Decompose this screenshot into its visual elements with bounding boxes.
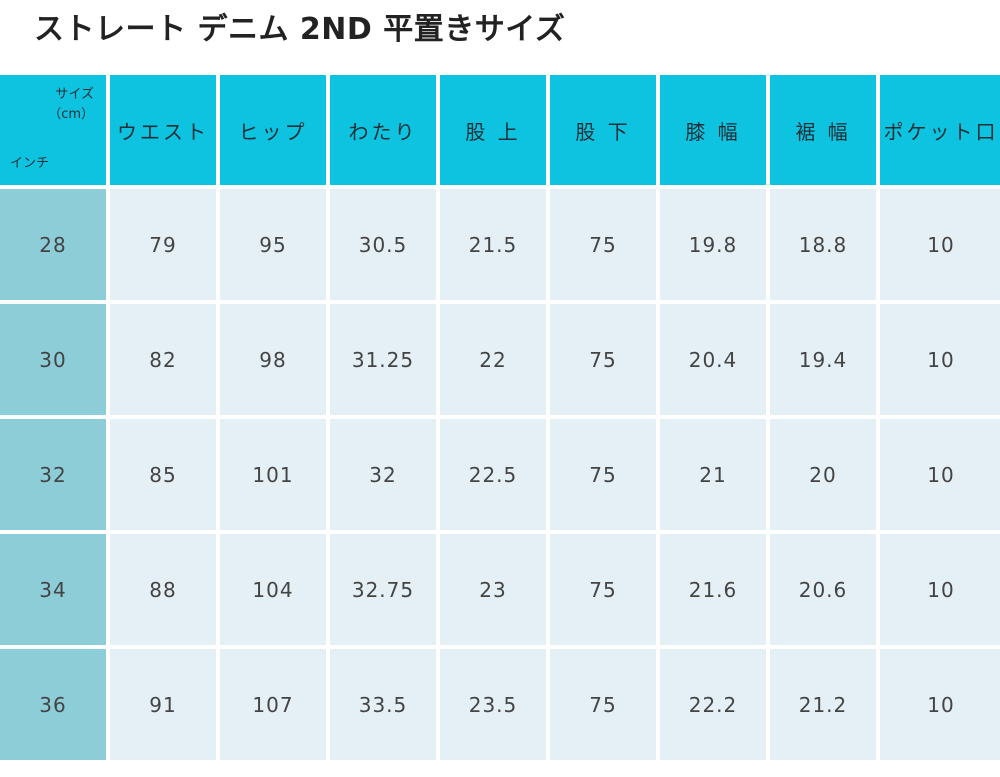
table-cell: 21.5 (440, 189, 546, 300)
column-header-knee-width: 膝 幅 (660, 75, 766, 185)
table-cell: 10 (880, 649, 1000, 760)
column-header-hem-width: 裾 幅 (770, 75, 876, 185)
table-cell: 91 (110, 649, 216, 760)
table-row: 34 88 104 32.75 23 75 21.6 20.6 10 (0, 534, 1000, 645)
table-cell: 32 (330, 419, 436, 530)
table-cell: 30.5 (330, 189, 436, 300)
column-header-waist: ウエスト (110, 75, 216, 185)
table-cell: 98 (220, 304, 326, 415)
column-header-pocket-opening: ポケット口 (880, 75, 1000, 185)
table-cell: 88 (110, 534, 216, 645)
table-header: サイズ （cm） インチ ウエスト ヒップ わたり 股 上 股 下 膝 幅 裾 … (0, 75, 1000, 185)
table-cell: 23 (440, 534, 546, 645)
table-cell: 22.5 (440, 419, 546, 530)
table-row: 36 91 107 33.5 23.5 75 22.2 21.2 10 (0, 649, 1000, 760)
table-row: 32 85 101 32 22.5 75 21 20 10 (0, 419, 1000, 530)
table-cell: 79 (110, 189, 216, 300)
size-table: サイズ （cm） インチ ウエスト ヒップ わたり 股 上 股 下 膝 幅 裾 … (0, 71, 1000, 764)
table-cell: 10 (880, 189, 1000, 300)
table-cell: 33.5 (330, 649, 436, 760)
inch-cell: 28 (0, 189, 106, 300)
column-header-thigh: わたり (330, 75, 436, 185)
inch-cell: 32 (0, 419, 106, 530)
column-header-inseam: 股 下 (550, 75, 656, 185)
table-cell: 21.2 (770, 649, 876, 760)
table-cell: 19.4 (770, 304, 876, 415)
table-row: 30 82 98 31.25 22 75 20.4 19.4 10 (0, 304, 1000, 415)
table-cell: 22 (440, 304, 546, 415)
table-cell: 95 (220, 189, 326, 300)
table-cell: 75 (550, 419, 656, 530)
table-cell: 107 (220, 649, 326, 760)
table-cell: 82 (110, 304, 216, 415)
table-cell: 85 (110, 419, 216, 530)
page-title: ストレート デニム 2ND 平置きサイズ (34, 12, 566, 47)
table-cell: 19.8 (660, 189, 766, 300)
table-cell: 75 (550, 304, 656, 415)
table-cell: 75 (550, 534, 656, 645)
column-header-hip: ヒップ (220, 75, 326, 185)
table-cell: 21 (660, 419, 766, 530)
table-row: 28 79 95 30.5 21.5 75 19.8 18.8 10 (0, 189, 1000, 300)
table-cell: 75 (550, 189, 656, 300)
inch-cell: 36 (0, 649, 106, 760)
corner-size-label: サイズ （cm） (48, 85, 94, 125)
corner-unit-text: （cm） (48, 107, 94, 122)
table-cell: 31.25 (330, 304, 436, 415)
table-cell: 20.6 (770, 534, 876, 645)
table-cell: 101 (220, 419, 326, 530)
table-cell: 20 (770, 419, 876, 530)
table-cell: 21.6 (660, 534, 766, 645)
table-cell: 75 (550, 649, 656, 760)
table-cell: 20.4 (660, 304, 766, 415)
inch-cell: 34 (0, 534, 106, 645)
table-cell: 32.75 (330, 534, 436, 645)
table-cell: 18.8 (770, 189, 876, 300)
table-cell: 22.2 (660, 649, 766, 760)
header-row: サイズ （cm） インチ ウエスト ヒップ わたり 股 上 股 下 膝 幅 裾 … (0, 75, 1000, 185)
inch-cell: 30 (0, 304, 106, 415)
corner-size-text: サイズ (55, 87, 94, 102)
table-cell: 10 (880, 534, 1000, 645)
corner-inch-label: インチ (10, 156, 50, 171)
corner-cell: サイズ （cm） インチ (0, 75, 106, 185)
table-cell: 10 (880, 304, 1000, 415)
table-cell: 23.5 (440, 649, 546, 760)
table-cell: 10 (880, 419, 1000, 530)
table-cell: 104 (220, 534, 326, 645)
table-body: 28 79 95 30.5 21.5 75 19.8 18.8 10 30 82… (0, 189, 1000, 760)
column-header-rise: 股 上 (440, 75, 546, 185)
